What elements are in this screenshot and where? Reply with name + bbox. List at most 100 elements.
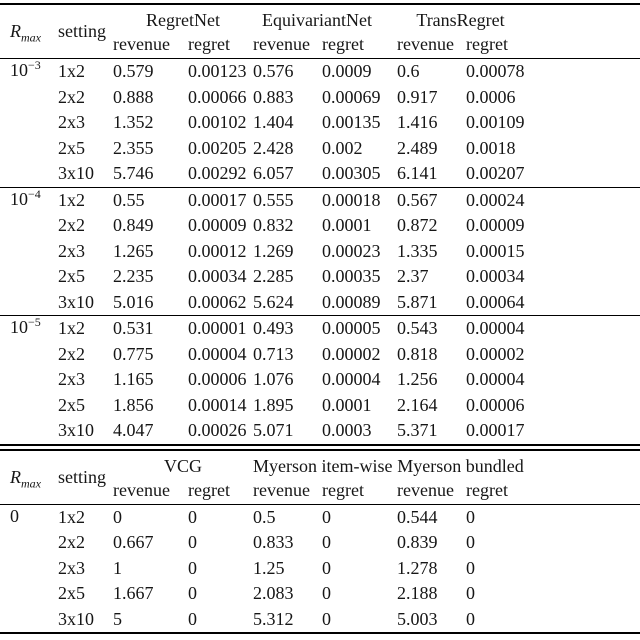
revenue-cell: 1.416 [397, 112, 438, 133]
setting-cell: 3x10 [58, 291, 94, 312]
regret-cell: 0.0003 [322, 420, 372, 441]
revenue-cell: 5 [113, 608, 122, 629]
regret-cell: 0.00012 [188, 240, 247, 261]
column-subheader-regret: regret [188, 479, 230, 500]
revenue-cell: 0.555 [253, 189, 294, 210]
rmax-subscript: max [21, 30, 41, 45]
table-row: 2x3 1 0 1.25 0 1.278 0 [0, 556, 640, 582]
table-row: 3x10 5.016 0.00062 5.624 0.00089 5.871 0.00064 [0, 290, 640, 316]
rmax-symbol: R [10, 21, 21, 41]
revenue-cell: 1.278 [397, 557, 438, 578]
setting-cell: 2x5 [58, 137, 85, 158]
revenue-cell: 0.839 [397, 532, 438, 553]
setting-cell: 3x10 [58, 163, 94, 184]
regret-cell: 0.0001 [322, 215, 372, 236]
regret-cell: 0.00205 [188, 137, 247, 158]
rmax-base: 0 [10, 505, 19, 526]
regret-cell: 0.00034 [466, 266, 525, 287]
regret-cell: 0 [322, 608, 332, 629]
column-subheader-revenue: revenue [397, 479, 454, 500]
revenue-cell: 0.567 [397, 189, 438, 210]
revenue-cell: 0.832 [253, 215, 294, 236]
table-row: 10−3 1x2 0.579 0.00123 0.576 0.0009 0.6 0.00078 [0, 59, 640, 85]
column-group-header: VCG [164, 455, 203, 476]
regret-cell: 0.002 [322, 137, 363, 158]
revenue-cell: 2.428 [253, 137, 294, 158]
regret-cell: 0.0001 [322, 394, 372, 415]
revenue-cell: 1.352 [113, 112, 154, 133]
rmax-block: 10−5 1x2 0.531 0.00001 0.493 0.00005 0.543 0.00… [0, 315, 640, 445]
rmax-column-header: Rmax [0, 450, 58, 505]
regret-cell: 0.00034 [188, 266, 247, 287]
revenue-cell: 5.003 [397, 608, 438, 629]
revenue-cell: 5.624 [253, 291, 294, 312]
column-subheader-regret: regret [188, 34, 230, 54]
rmax-cell: 0 [0, 504, 58, 633]
revenue-cell: 5.746 [113, 163, 154, 184]
revenue-cell: 1.335 [397, 240, 438, 261]
spacer-cell [540, 418, 640, 445]
regret-cell: 0.00035 [322, 266, 381, 287]
regret-cell: 0 [322, 532, 332, 553]
revenue-cell: 2.188 [397, 583, 438, 604]
rmax-exponent: −5 [28, 315, 41, 329]
column-subheader-revenue: revenue [113, 34, 170, 54]
table-row: 10−5 1x2 0.531 0.00001 0.493 0.00005 0.543 0.00… [0, 316, 640, 342]
spacer-cell [540, 504, 640, 530]
rmax-base: 10 [10, 188, 28, 209]
header-sub-row: revenue regret revenue regret revenue regret [0, 477, 640, 505]
regret-cell: 0.00069 [322, 86, 381, 107]
rmax-block: 10−4 1x2 0.55 0.00017 0.555 0.00018 0.567 0.000… [0, 187, 640, 316]
spacer-cell [540, 110, 640, 136]
revenue-cell: 6.141 [397, 163, 438, 184]
setting-cell: 2x2 [58, 215, 85, 236]
regret-cell: 0.00123 [188, 61, 247, 82]
spacer-cell [540, 85, 640, 111]
regret-cell: 0.0009 [322, 61, 372, 82]
revenue-cell: 1.256 [397, 369, 438, 390]
regret-cell: 0 [322, 583, 332, 604]
results-table-baselines: Rmax setting VCG Myerson item-wise Myerson b… [0, 448, 640, 634]
regret-cell: 0.00009 [466, 215, 525, 236]
revenue-cell: 6.057 [253, 163, 294, 184]
revenue-cell: 1 [113, 557, 122, 578]
revenue-cell: 0.493 [253, 318, 294, 339]
regret-cell: 0.00064 [466, 291, 525, 312]
rmax-cell: 10−4 [0, 187, 58, 316]
revenue-cell: 1.265 [113, 240, 154, 261]
revenue-cell: 0.872 [397, 215, 438, 236]
revenue-cell: 2.285 [253, 266, 294, 287]
setting-cell: 2x5 [58, 583, 85, 604]
revenue-cell: 2.164 [397, 394, 438, 415]
rmax-block: 0 1x2 0 0 0.5 0 0.544 0 2x2 0.667 0 0.833 0 0.839 0 2x3… [0, 504, 640, 633]
revenue-cell: 0.713 [253, 343, 294, 364]
table-row: 2x5 2.355 0.00205 2.428 0.002 2.489 0.0018 [0, 136, 640, 162]
table-row: 2x5 2.235 0.00034 2.285 0.00035 2.37 0.00034 [0, 264, 640, 290]
revenue-cell: 0.55 [113, 189, 145, 210]
regret-cell: 0.00004 [322, 369, 381, 390]
spacer-cell [540, 213, 640, 239]
spacer-cell [540, 530, 640, 556]
revenue-cell: 4.047 [113, 420, 154, 441]
revenue-cell: 0.849 [113, 215, 154, 236]
setting-cell: 2x3 [58, 369, 85, 390]
column-subheader-revenue: revenue [253, 479, 310, 500]
spacer-cell [540, 393, 640, 419]
table-row: 2x2 0.888 0.00066 0.883 0.00069 0.917 0.0006 [0, 85, 640, 111]
revenue-cell: 0.883 [253, 86, 294, 107]
regret-cell: 0 [466, 532, 476, 553]
regret-cell: 0.00023 [322, 240, 381, 261]
regret-cell: 0.00004 [188, 343, 247, 364]
setting-cell: 1x2 [58, 318, 85, 339]
revenue-cell: 1.895 [253, 394, 294, 415]
table-row: 3x10 5.746 0.00292 6.057 0.00305 6.141 0.00207 [0, 161, 640, 187]
regret-cell: 0.00018 [322, 189, 381, 210]
revenue-cell: 1.667 [113, 583, 154, 604]
regret-cell: 0.00002 [322, 343, 381, 364]
table-row: 10−4 1x2 0.55 0.00017 0.555 0.00018 0.567 0.000… [0, 187, 640, 213]
table-row: 0 1x2 0 0 0.5 0 0.544 0 [0, 504, 640, 530]
regret-cell: 0.00014 [188, 394, 247, 415]
setting-cell: 3x10 [58, 608, 94, 629]
rmax-cell: 10−3 [0, 59, 58, 188]
results-table-neural-networks: Rmax setting RegretNet EquivariantNet TransR… [0, 3, 640, 446]
